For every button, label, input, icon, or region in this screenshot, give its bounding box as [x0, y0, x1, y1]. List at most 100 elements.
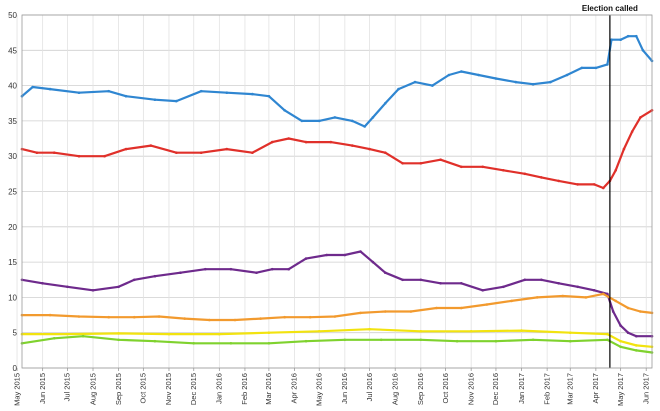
data-point [460, 70, 463, 73]
series-line-3 [20, 250, 654, 338]
y-tick-label: 45 [8, 46, 17, 55]
data-point [157, 315, 161, 318]
data-point [622, 147, 626, 151]
data-point [494, 77, 498, 80]
x-tick-label: Jun 2017 [641, 373, 650, 404]
x-tick-label: May 2015 [12, 373, 21, 406]
data-point [251, 151, 254, 154]
data-point [594, 66, 598, 70]
y-tick-label: 10 [8, 293, 17, 302]
data-point [283, 109, 286, 112]
data-point [133, 315, 136, 319]
data-point [153, 98, 157, 101]
data-point [368, 147, 371, 151]
data-point [359, 250, 362, 253]
data-point [639, 116, 642, 119]
x-tick-label: May 2016 [314, 373, 323, 406]
data-point [584, 296, 588, 299]
data-point [300, 119, 304, 123]
data-point [540, 278, 543, 282]
x-tick-label: Apr 2017 [591, 373, 600, 403]
data-point [351, 119, 354, 123]
x-tick-label: Aug 2015 [88, 373, 97, 405]
series-line-2 [20, 109, 654, 190]
data-point [439, 282, 442, 285]
election-called-label: Election called [582, 4, 638, 13]
data-point [481, 165, 485, 169]
data-point [81, 334, 85, 338]
data-point [77, 91, 81, 94]
data-point [368, 327, 371, 331]
data-point [304, 257, 308, 260]
data-point [606, 338, 609, 342]
data-point [557, 282, 560, 285]
data-point [218, 332, 221, 336]
data-point [304, 140, 308, 144]
data-point [447, 73, 451, 77]
y-tick-label: 35 [8, 117, 17, 126]
data-point [41, 282, 44, 285]
data-point [635, 344, 638, 347]
data-point [531, 338, 535, 342]
x-tick-label: Jan 2017 [517, 373, 526, 404]
data-point [52, 151, 56, 154]
data-point [229, 342, 233, 345]
data-point [259, 317, 262, 320]
data-point [460, 282, 463, 285]
data-point [359, 311, 362, 315]
data-point [384, 151, 387, 154]
data-point [267, 331, 271, 335]
data-point [602, 186, 605, 190]
data-point [287, 137, 291, 140]
data-point [251, 92, 254, 96]
data-point [329, 140, 333, 144]
data-point [66, 332, 69, 336]
data-point [565, 73, 569, 77]
data-point [523, 278, 527, 282]
data-point [107, 89, 110, 93]
data-point [439, 158, 442, 161]
y-tick-label: 15 [8, 258, 17, 267]
data-point [535, 296, 539, 299]
series-line-1 [20, 35, 654, 128]
data-point [431, 84, 434, 87]
data-point [614, 299, 617, 303]
data-point [641, 49, 645, 52]
series-lines [20, 34, 654, 354]
x-tick-label: Apr 2016 [290, 373, 299, 403]
x-tick-label: Dec 2015 [189, 373, 198, 405]
data-point [117, 338, 120, 342]
data-point [283, 315, 286, 319]
data-point [175, 99, 178, 103]
x-tick-label: Oct 2015 [139, 373, 148, 403]
data-point [614, 169, 617, 172]
data-point [626, 306, 630, 310]
data-point [606, 292, 609, 296]
data-point [167, 332, 171, 336]
data-point [502, 285, 505, 289]
data-point [179, 271, 182, 275]
data-point [580, 66, 584, 70]
data-point [626, 331, 630, 335]
data-point [325, 253, 329, 257]
y-tick-label: 50 [8, 11, 17, 20]
data-point [124, 147, 128, 151]
data-point [287, 267, 291, 271]
data-point [397, 87, 400, 91]
data-point [469, 330, 473, 333]
x-tick-label: Oct 2016 [441, 373, 450, 403]
y-tick-label: 40 [8, 82, 17, 91]
data-point [208, 318, 211, 322]
data-point [124, 94, 128, 98]
data-point [270, 140, 274, 144]
data-point [630, 130, 634, 133]
data-point [91, 289, 95, 292]
data-point [481, 289, 485, 292]
data-point [103, 154, 106, 158]
data-point [549, 80, 552, 84]
data-point [401, 278, 404, 282]
x-tick-label: Jul 2016 [365, 373, 374, 401]
data-point [606, 63, 609, 66]
data-point [384, 271, 387, 275]
